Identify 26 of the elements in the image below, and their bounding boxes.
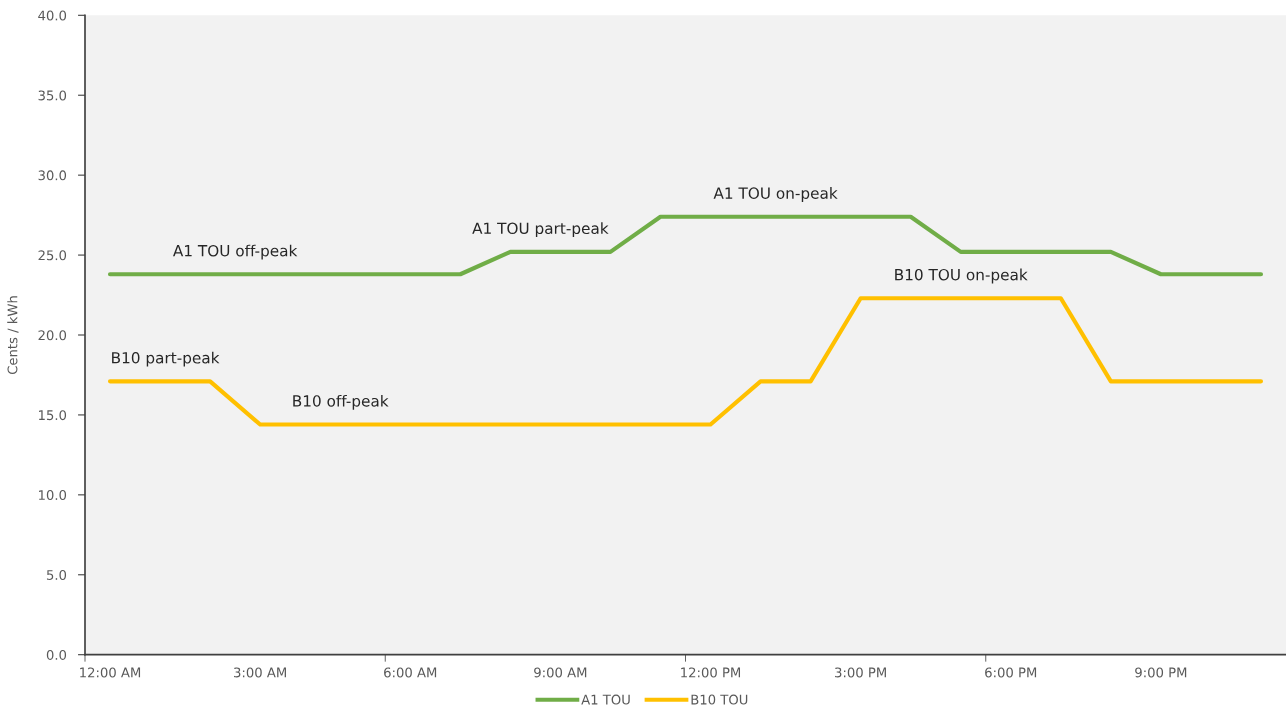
x-tick-label: 3:00 AM xyxy=(234,667,286,678)
x-tick-label: 12:00 AM xyxy=(80,667,141,678)
x-tick-label: 3:00 PM xyxy=(835,667,886,678)
annotation: A1 TOU on-peak xyxy=(713,187,838,202)
legend-label: B10 TOU xyxy=(691,694,748,705)
x-tick-label: 6:00 PM xyxy=(985,667,1037,678)
y-tick-label: 0.0 xyxy=(46,649,67,660)
y-tick-label: 35.0 xyxy=(38,90,67,101)
y-tick-label: 25.0 xyxy=(38,250,67,261)
x-tick-label: 12:00 PM xyxy=(681,667,741,678)
y-tick-label: 40.0 xyxy=(38,10,67,21)
y-tick-label: 30.0 xyxy=(38,170,67,181)
y-tick-label: 15.0 xyxy=(39,410,67,421)
annotation: B10 TOU on-peak xyxy=(895,268,1028,284)
annotation: B10 off-peak xyxy=(293,394,389,410)
annotation: A1 TOU off-peak xyxy=(172,244,298,260)
annotation: B10 part-peak xyxy=(112,351,220,367)
y-tick-label: 5.0 xyxy=(46,570,67,580)
y-tick-label: 20.0 xyxy=(38,330,67,341)
x-tick-label: 6:00 AM xyxy=(384,667,437,678)
annotation: A1 TOU part-peak xyxy=(472,222,609,238)
y-axis-title: Cents / kWh xyxy=(7,296,19,375)
legend-label: A1 TOU xyxy=(581,694,630,705)
x-tick-label: 9:00 AM xyxy=(534,667,587,678)
y-tick-label: 10.0 xyxy=(39,490,67,501)
x-tick-label: 9:00 PM xyxy=(1135,667,1187,678)
